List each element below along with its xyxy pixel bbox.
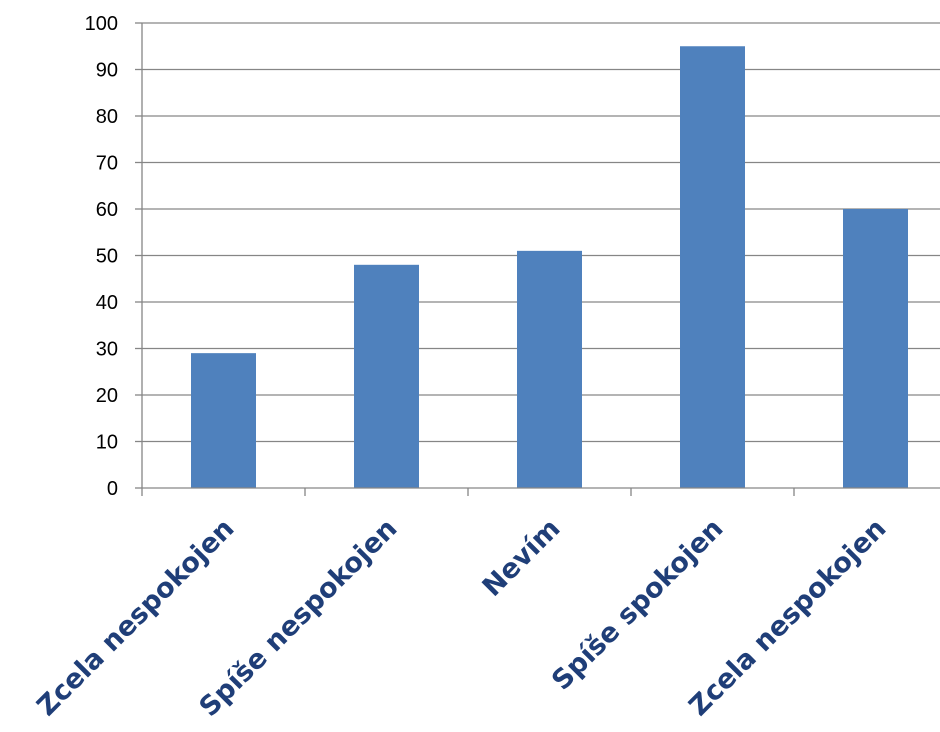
x-category-label: Nevím — [477, 513, 567, 603]
bar-4 — [680, 46, 745, 488]
y-tick-labels: 0 10 20 30 40 50 60 70 80 90 100 — [85, 13, 118, 500]
bar-3 — [517, 250, 582, 488]
bar-5 — [843, 209, 908, 488]
y-tick-label: 40 — [96, 292, 118, 314]
bar-1 — [191, 353, 256, 488]
x-category-label: Spíše spokojen — [546, 513, 729, 696]
y-tick-label: 10 — [96, 432, 118, 454]
y-tick-label: 0 — [107, 478, 118, 500]
y-tick-label: 90 — [96, 60, 118, 82]
y-tick-label: 50 — [96, 246, 118, 268]
y-tick-label: 30 — [96, 339, 118, 361]
y-tick-label: 70 — [96, 153, 118, 175]
axes — [135, 22, 940, 496]
bar-2 — [354, 264, 419, 488]
y-tick-label: 80 — [96, 106, 118, 128]
bars — [191, 46, 908, 488]
y-tick-label: 100 — [85, 13, 118, 35]
y-tick-label: 60 — [96, 199, 118, 221]
y-tick-label: 20 — [96, 385, 118, 407]
